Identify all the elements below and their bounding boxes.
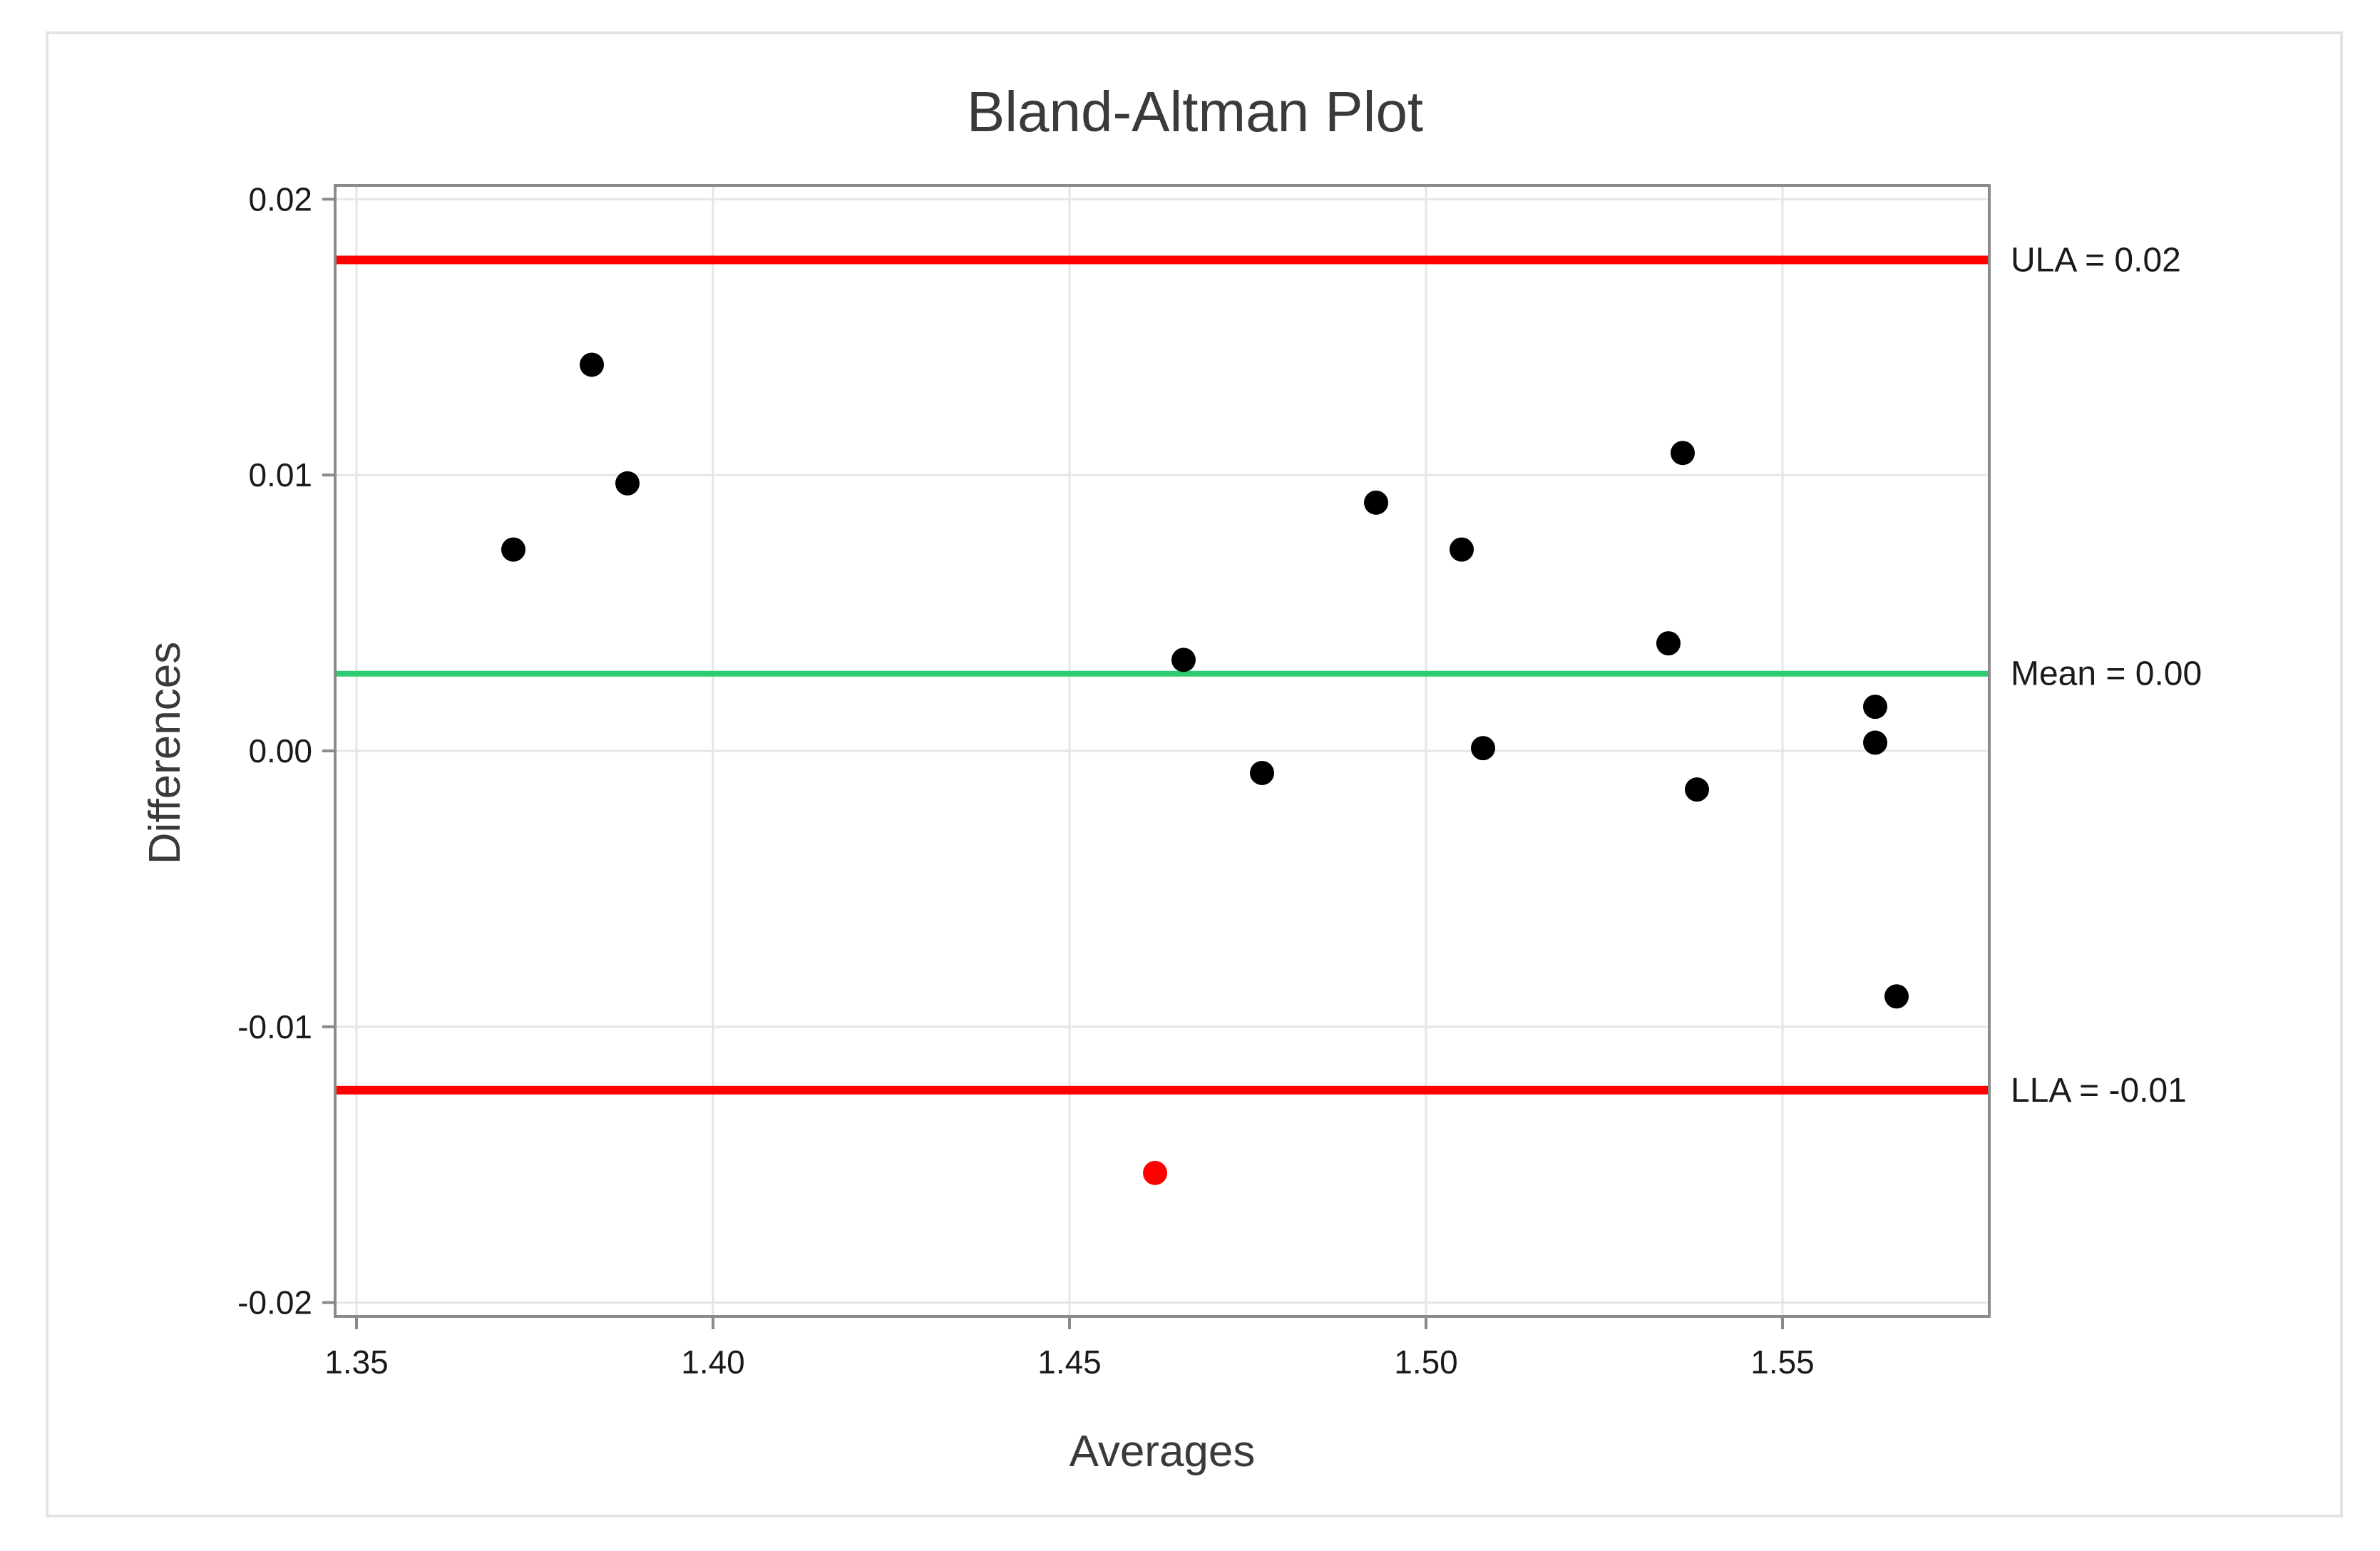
data-point xyxy=(1656,631,1681,656)
data-point xyxy=(1884,984,1909,1009)
x-axis-title: Averages xyxy=(1070,1427,1256,1476)
data-point xyxy=(1143,1160,1167,1185)
data-point xyxy=(1450,537,1474,562)
data-point xyxy=(615,471,640,496)
data-point xyxy=(1364,490,1388,515)
x-tick-label: 1.35 xyxy=(324,1343,389,1381)
data-point xyxy=(1685,777,1709,802)
data-points xyxy=(501,352,1909,1185)
y-tick-label: 0.01 xyxy=(248,456,312,493)
x-tick-label: 1.45 xyxy=(1037,1343,1102,1381)
data-point xyxy=(501,537,525,562)
x-tick-label: 1.40 xyxy=(681,1343,745,1381)
reference-line-label: ULA = 0.02 xyxy=(2011,241,2181,279)
x-tick-label: 1.55 xyxy=(1750,1343,1815,1381)
data-point xyxy=(1171,647,1196,672)
y-tick-label: 0.00 xyxy=(248,732,312,769)
reference-lines: ULA = 0.02 Mean = 0.00 LLA = -0.01 xyxy=(335,241,2202,1110)
data-point xyxy=(1863,730,1887,755)
y-tick-label: -0.02 xyxy=(237,1284,312,1321)
y-tick-label: -0.01 xyxy=(237,1008,312,1045)
grid-lines xyxy=(335,185,1989,1316)
x-tick-label: 1.50 xyxy=(1394,1343,1458,1381)
y-axis-ticks: 0.02 0.01 0.00 -0.01 -0.02 xyxy=(237,180,335,1321)
data-point xyxy=(1863,695,1887,720)
y-tick-label: 0.02 xyxy=(248,180,312,217)
chart-title: Bland-Altman Plot xyxy=(967,80,1423,143)
data-point xyxy=(1250,760,1274,785)
bland-altman-chart: Bland-Altman Plot ULA = 0.02 Mean = 0.00 L… xyxy=(140,80,2202,1476)
x-axis-ticks: 1.35 1.40 1.45 1.50 1.55 xyxy=(324,1316,1815,1381)
data-point xyxy=(580,352,604,377)
data-point xyxy=(1671,441,1695,466)
data-point xyxy=(1471,736,1495,761)
y-axis-title: Differences xyxy=(140,642,190,864)
chart-container: Bland-Altman Plot ULA = 0.02 Mean = 0.00 L… xyxy=(46,31,2343,1517)
reference-line-label: Mean = 0.00 xyxy=(2011,655,2202,693)
reference-line-label: LLA = -0.01 xyxy=(2011,1072,2187,1110)
